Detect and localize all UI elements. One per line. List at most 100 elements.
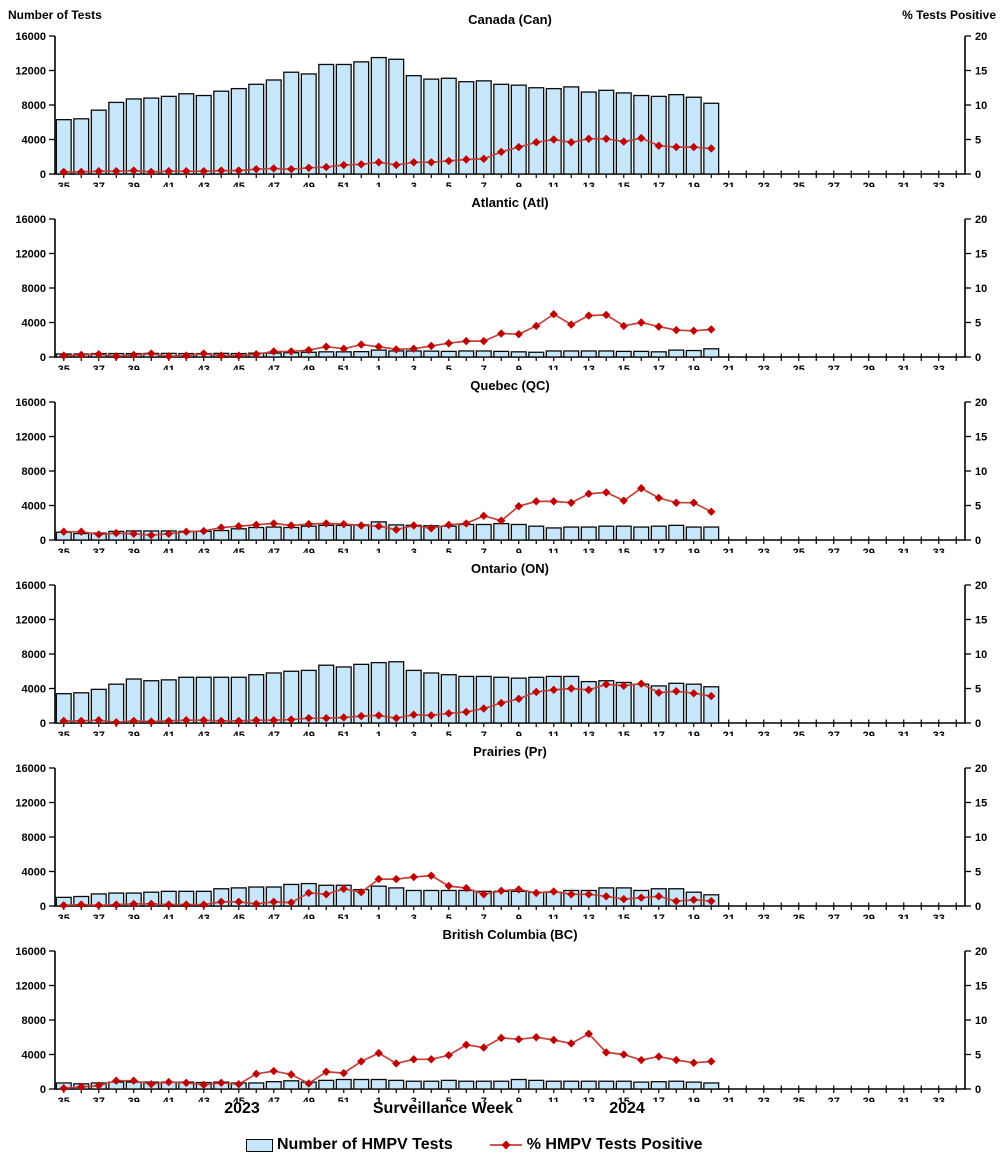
svg-text:7: 7 — [481, 181, 487, 187]
svg-text:19: 19 — [688, 1096, 700, 1102]
svg-text:16000: 16000 — [15, 397, 46, 409]
svg-text:3: 3 — [411, 547, 417, 553]
svg-text:0: 0 — [40, 169, 46, 181]
svg-text:5: 5 — [975, 135, 981, 147]
svg-text:49: 49 — [303, 181, 315, 187]
svg-text:11: 11 — [548, 913, 560, 919]
svg-text:35: 35 — [58, 181, 70, 187]
svg-text:49: 49 — [303, 364, 315, 370]
svg-text:16000: 16000 — [15, 946, 46, 958]
legend-bar-swatch — [246, 1138, 273, 1152]
svg-text:43: 43 — [198, 730, 210, 736]
svg-text:37: 37 — [93, 730, 105, 736]
svg-text:33: 33 — [933, 1096, 945, 1102]
svg-text:10: 10 — [975, 1015, 987, 1027]
svg-text:0: 0 — [975, 718, 981, 730]
svg-text:20: 20 — [975, 946, 987, 958]
svg-text:31: 31 — [898, 730, 910, 736]
svg-text:25: 25 — [793, 1096, 805, 1102]
svg-text:11: 11 — [548, 1096, 560, 1102]
svg-text:12000: 12000 — [15, 249, 46, 261]
svg-text:9: 9 — [516, 1096, 522, 1102]
svg-text:29: 29 — [863, 913, 875, 919]
svg-text:13: 13 — [583, 730, 595, 736]
svg-text:7: 7 — [481, 364, 487, 370]
x-axis-title: Surveillance Week — [372, 1100, 514, 1117]
svg-text:51: 51 — [338, 181, 350, 187]
legend-line-marker-icon — [489, 1140, 522, 1150]
svg-text:15: 15 — [975, 615, 987, 627]
svg-text:21: 21 — [723, 547, 735, 553]
svg-text:13: 13 — [583, 1096, 595, 1102]
svg-text:19: 19 — [688, 181, 700, 187]
svg-text:0: 0 — [40, 1084, 46, 1096]
right-axis-title: % Tests Positive — [902, 8, 996, 22]
svg-text:31: 31 — [898, 181, 910, 187]
svg-text:16000: 16000 — [15, 214, 46, 226]
svg-text:45: 45 — [233, 1096, 245, 1102]
svg-text:37: 37 — [93, 1096, 105, 1102]
svg-text:25: 25 — [793, 730, 805, 736]
svg-text:19: 19 — [688, 913, 700, 919]
tests-bars — [55, 348, 720, 358]
svg-text:9: 9 — [516, 547, 522, 553]
svg-text:8000: 8000 — [22, 832, 46, 844]
panels-container: Canada (Can) 16000 12000 8000 4000 0 20 15 10 5 0… — [0, 4, 1002, 1102]
svg-text:15: 15 — [618, 730, 630, 736]
svg-text:0: 0 — [975, 901, 981, 913]
svg-text:45: 45 — [233, 181, 245, 187]
panel-ontario-on: Ontario (ON) 16000 12000 8000 4000 0 20 15 10 5 0… — [0, 553, 1002, 736]
svg-text:37: 37 — [93, 547, 105, 553]
svg-text:31: 31 — [898, 364, 910, 370]
svg-text:33: 33 — [933, 730, 945, 736]
svg-text:19: 19 — [688, 730, 700, 736]
svg-text:20: 20 — [975, 31, 987, 43]
svg-text:5: 5 — [446, 547, 452, 553]
svg-text:7: 7 — [481, 1096, 487, 1102]
svg-text:47: 47 — [268, 547, 280, 553]
svg-text:43: 43 — [198, 364, 210, 370]
tests-bars — [55, 661, 720, 724]
panel-atlantic-atl: Atlantic (Atl) 16000 12000 8000 4000 0 20 15 10… — [0, 187, 1002, 370]
panel-prairies-pr: Prairies (Pr) 16000 12000 8000 4000 0 20 15 10 5… — [0, 736, 1002, 919]
svg-text:43: 43 — [198, 547, 210, 553]
svg-text:33: 33 — [933, 364, 945, 370]
svg-text:20: 20 — [975, 397, 987, 409]
svg-text:15: 15 — [618, 913, 630, 919]
year-label-2024: 2024 — [609, 1100, 645, 1117]
svg-text:0: 0 — [975, 1084, 981, 1096]
svg-text:29: 29 — [863, 730, 875, 736]
svg-text:5: 5 — [446, 364, 452, 370]
svg-text:17: 17 — [653, 913, 665, 919]
svg-text:17: 17 — [653, 1096, 665, 1102]
svg-text:29: 29 — [863, 364, 875, 370]
svg-text:27: 27 — [828, 913, 840, 919]
svg-text:23: 23 — [758, 1096, 770, 1102]
svg-text:33: 33 — [933, 547, 945, 553]
svg-text:35: 35 — [58, 913, 70, 919]
svg-text:41: 41 — [163, 730, 175, 736]
svg-text:15: 15 — [618, 364, 630, 370]
svg-text:1: 1 — [376, 547, 382, 553]
svg-text:31: 31 — [898, 1096, 910, 1102]
svg-text:8000: 8000 — [22, 283, 46, 295]
svg-text:10: 10 — [975, 100, 987, 112]
svg-text:51: 51 — [338, 547, 350, 553]
svg-text:49: 49 — [303, 1096, 315, 1102]
svg-text:35: 35 — [58, 547, 70, 553]
svg-text:31: 31 — [898, 913, 910, 919]
svg-text:15: 15 — [975, 981, 987, 993]
svg-text:10: 10 — [975, 832, 987, 844]
svg-text:29: 29 — [863, 181, 875, 187]
svg-text:41: 41 — [163, 364, 175, 370]
svg-text:13: 13 — [583, 913, 595, 919]
svg-text:39: 39 — [128, 913, 140, 919]
panel-canada-can: Canada (Can) 16000 12000 8000 4000 0 20 15 10 5 0… — [0, 4, 1002, 187]
svg-text:49: 49 — [303, 730, 315, 736]
svg-text:27: 27 — [828, 181, 840, 187]
svg-text:1: 1 — [376, 730, 382, 736]
svg-text:12000: 12000 — [15, 66, 46, 78]
